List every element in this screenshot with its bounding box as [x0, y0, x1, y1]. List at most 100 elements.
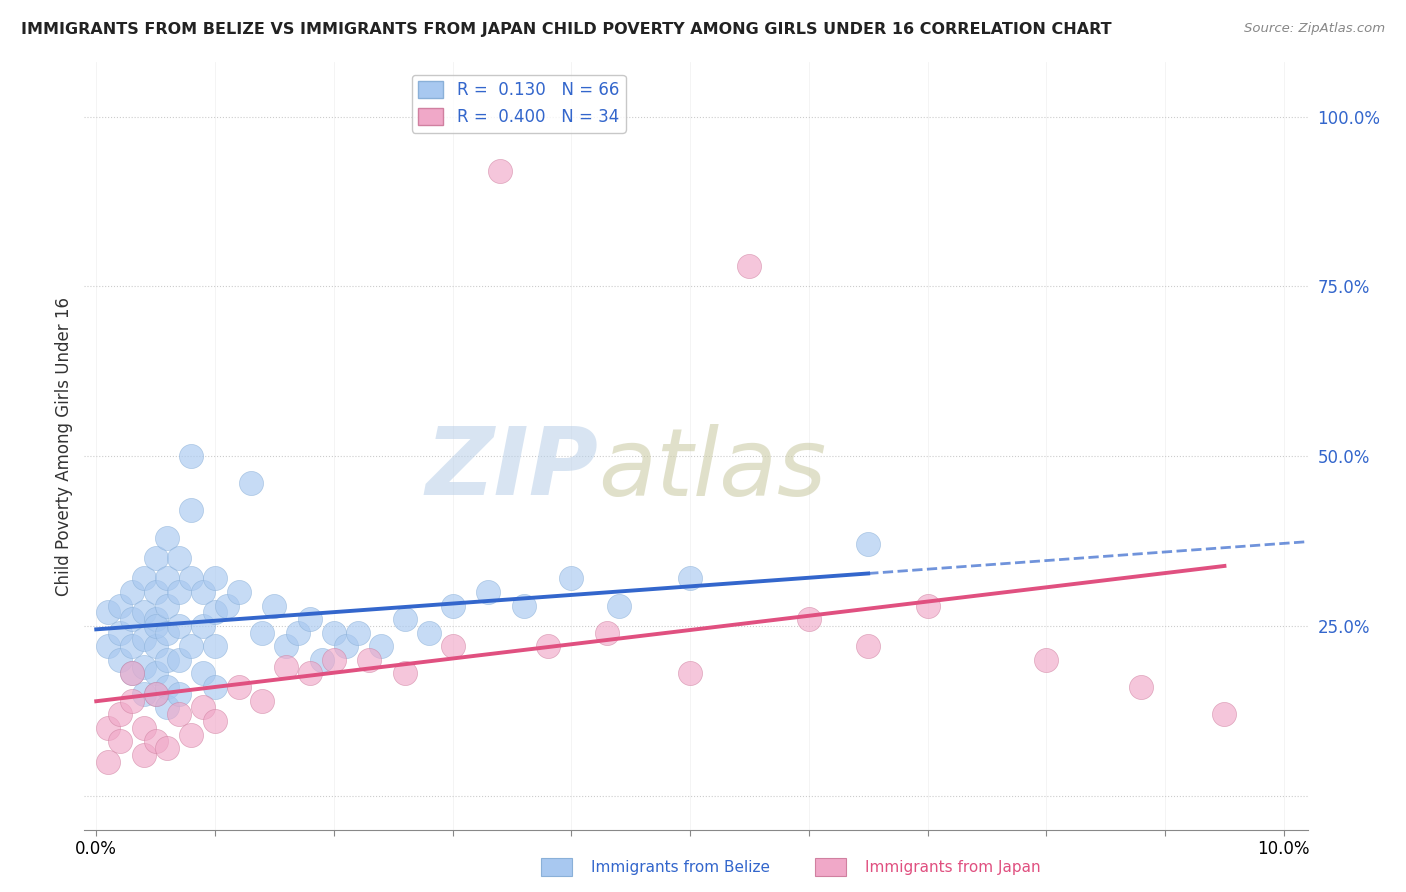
Point [180, 449, 202, 463]
Point [97, 605, 120, 619]
Point [856, 640, 879, 654]
Point [169, 619, 191, 633]
Point [145, 619, 167, 633]
Point [370, 640, 392, 654]
Point [322, 625, 344, 640]
Point [738, 259, 761, 273]
Point [97, 721, 120, 735]
Point [169, 653, 191, 667]
Point [441, 640, 464, 654]
Point [607, 599, 630, 613]
Point [180, 571, 202, 585]
Point [145, 551, 167, 566]
Point [180, 503, 202, 517]
Point [204, 714, 226, 728]
Point [121, 612, 143, 626]
Point [536, 640, 558, 654]
Point [204, 640, 226, 654]
Point [1130, 680, 1153, 694]
Point [108, 625, 131, 640]
Point [204, 571, 226, 585]
Point [121, 666, 143, 681]
Point [97, 755, 120, 769]
Point [228, 680, 250, 694]
Text: IMMIGRANTS FROM BELIZE VS IMMIGRANTS FROM JAPAN CHILD POVERTY AMONG GIRLS UNDER : IMMIGRANTS FROM BELIZE VS IMMIGRANTS FRO… [21, 22, 1112, 37]
Point [513, 599, 536, 613]
Point [132, 687, 155, 701]
Point [394, 612, 416, 626]
Point [394, 666, 416, 681]
Point [145, 585, 167, 599]
Point [97, 640, 120, 654]
Text: Immigrants from Japan: Immigrants from Japan [865, 860, 1040, 874]
Point [441, 599, 464, 613]
Point [298, 666, 321, 681]
Point [169, 687, 191, 701]
Text: Source: ZipAtlas.com: Source: ZipAtlas.com [1244, 22, 1385, 36]
Text: Immigrants from Belize: Immigrants from Belize [591, 860, 769, 874]
Point [215, 599, 238, 613]
Point [797, 612, 820, 626]
Text: atlas: atlas [598, 424, 827, 515]
Point [156, 599, 179, 613]
Point [191, 585, 214, 599]
Point [1035, 653, 1057, 667]
Point [287, 625, 309, 640]
Point [108, 707, 131, 722]
Point [145, 666, 167, 681]
Point [228, 585, 250, 599]
Point [132, 605, 155, 619]
Point [679, 571, 702, 585]
Point [276, 659, 298, 673]
Point [108, 653, 131, 667]
Point [180, 727, 202, 741]
Point [145, 612, 167, 626]
Point [204, 605, 226, 619]
Point [477, 585, 499, 599]
Point [156, 653, 179, 667]
Point [145, 687, 167, 701]
Point [263, 599, 285, 613]
Point [322, 653, 344, 667]
Y-axis label: Child Poverty Among Girls Under 16: Child Poverty Among Girls Under 16 [55, 296, 73, 596]
Point [121, 693, 143, 707]
Point [252, 693, 274, 707]
Point [856, 537, 879, 551]
Point [132, 721, 155, 735]
Point [132, 632, 155, 647]
Point [108, 734, 131, 748]
Point [121, 666, 143, 681]
Point [121, 640, 143, 654]
Point [156, 700, 179, 714]
Point [346, 625, 368, 640]
Point [108, 599, 131, 613]
Point [276, 640, 298, 654]
Point [239, 476, 262, 491]
Point [156, 625, 179, 640]
Point [1213, 707, 1236, 722]
Point [132, 571, 155, 585]
Point [596, 625, 619, 640]
Point [191, 666, 214, 681]
Point [679, 666, 702, 681]
Point [917, 599, 939, 613]
Point [252, 625, 274, 640]
Point [156, 571, 179, 585]
Point [156, 531, 179, 545]
Point [156, 680, 179, 694]
Point [132, 659, 155, 673]
Point [169, 707, 191, 722]
Point [298, 612, 321, 626]
Point [204, 680, 226, 694]
Point [359, 653, 381, 667]
Point [335, 640, 357, 654]
Point [121, 585, 143, 599]
Point [145, 734, 167, 748]
Point [169, 585, 191, 599]
Point [311, 653, 333, 667]
Point [145, 687, 167, 701]
Text: ZIP: ZIP [425, 423, 598, 515]
Point [191, 619, 214, 633]
Point [169, 551, 191, 566]
Point [191, 700, 214, 714]
